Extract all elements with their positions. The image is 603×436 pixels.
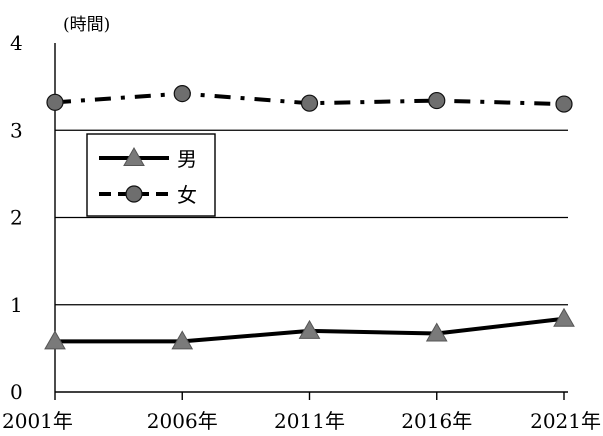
- text-layer: (時間) 0 1 2 3 4 2001年 2006年 2011年 2016年 2021年: [2, 15, 601, 433]
- y-tick-label: 2: [10, 206, 23, 230]
- data-point-series-2: [428, 91, 446, 110]
- y-tick-label: 1: [10, 293, 23, 317]
- x-tick-label: 2011年: [274, 409, 345, 433]
- x-tick-label: 2021年: [530, 409, 601, 433]
- x-tick-label: 2016年: [401, 409, 472, 433]
- grid-layer: [55, 129, 568, 306]
- legend-marker: [125, 185, 143, 203]
- data-point-series-1: [171, 330, 194, 350]
- x-tick-label: 2001年: [2, 409, 73, 433]
- data-point-series-2: [46, 93, 64, 111]
- data-point-series-1: [553, 307, 575, 327]
- data-point-series-2: [555, 95, 573, 113]
- y-tick-label: 3: [10, 118, 23, 142]
- legend-label: 男: [177, 147, 197, 171]
- x-tick-label: 2006年: [147, 409, 218, 433]
- data-point-series-1: [298, 319, 321, 339]
- legend-marker: [123, 146, 145, 166]
- y-tick-label: 4: [10, 31, 23, 55]
- legend-label: 女: [177, 183, 197, 207]
- legend-box: [86, 133, 216, 217]
- data-point-series-1: [425, 322, 448, 342]
- data-point-series-2: [173, 85, 191, 103]
- series-layer: [44, 85, 575, 350]
- y-tick-label: 0: [10, 380, 23, 404]
- y-unit-label: (時間): [63, 15, 110, 35]
- legend: 男女: [86, 133, 216, 217]
- data-point-series-1: [44, 330, 66, 350]
- data-point-series-2: [300, 94, 319, 112]
